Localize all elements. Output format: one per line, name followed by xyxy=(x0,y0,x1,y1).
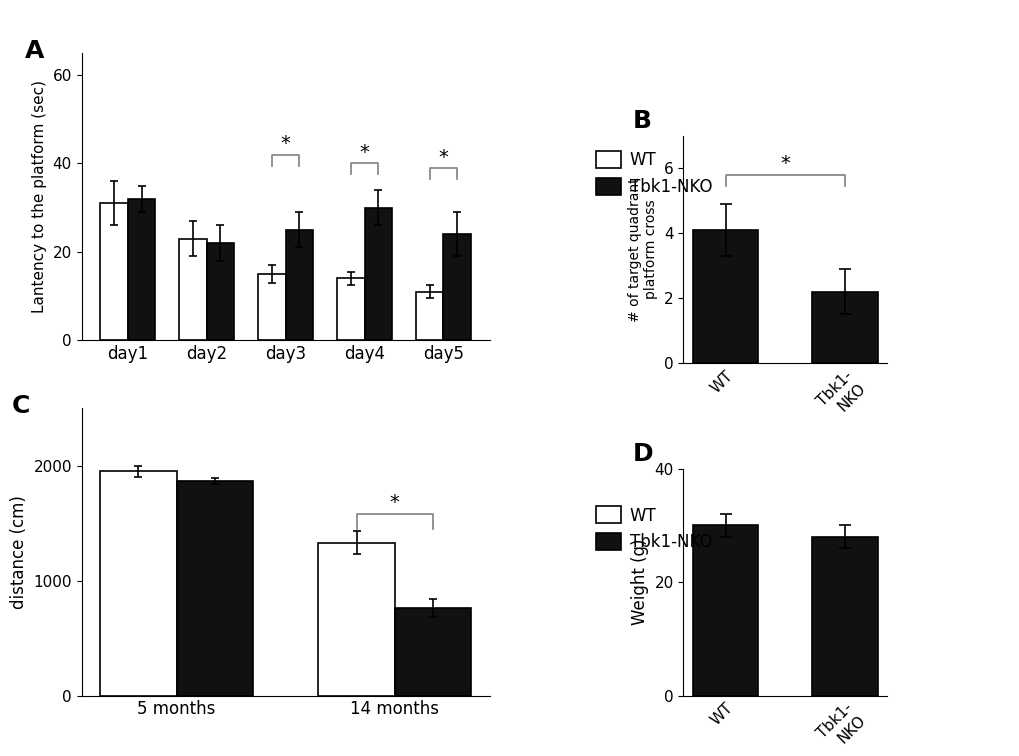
Bar xyxy=(811,537,877,696)
Legend: WT, Tbk1-NKO: WT, Tbk1-NKO xyxy=(589,500,718,558)
Bar xyxy=(692,525,758,696)
Bar xyxy=(100,472,176,696)
Y-axis label: Lantency to the platform (sec): Lantency to the platform (sec) xyxy=(32,80,47,313)
Bar xyxy=(416,292,443,340)
Text: *: * xyxy=(360,143,369,162)
Text: *: * xyxy=(280,135,290,153)
Bar xyxy=(443,234,471,340)
Bar xyxy=(364,208,391,340)
Bar xyxy=(127,199,155,340)
Bar xyxy=(318,543,394,696)
Text: A: A xyxy=(24,39,44,63)
Text: D: D xyxy=(632,442,652,466)
Text: B: B xyxy=(632,109,651,133)
Text: *: * xyxy=(389,493,399,512)
Bar xyxy=(258,274,285,340)
Bar xyxy=(692,230,758,363)
Text: *: * xyxy=(438,147,448,166)
Y-axis label: Weight (g): Weight (g) xyxy=(631,539,648,625)
Bar xyxy=(285,230,313,340)
Bar xyxy=(394,608,471,696)
Bar xyxy=(176,481,253,696)
Text: C: C xyxy=(12,394,31,418)
Legend: WT, Tbk1-NKO: WT, Tbk1-NKO xyxy=(589,144,718,203)
Y-axis label: distance (cm): distance (cm) xyxy=(10,495,28,609)
Text: *: * xyxy=(780,154,790,173)
Y-axis label: # of target quadrant
platform cross: # of target quadrant platform cross xyxy=(628,177,657,322)
Bar xyxy=(100,203,127,340)
Bar xyxy=(336,278,364,340)
Bar xyxy=(179,239,207,340)
Bar xyxy=(207,243,234,340)
Bar xyxy=(811,292,877,363)
